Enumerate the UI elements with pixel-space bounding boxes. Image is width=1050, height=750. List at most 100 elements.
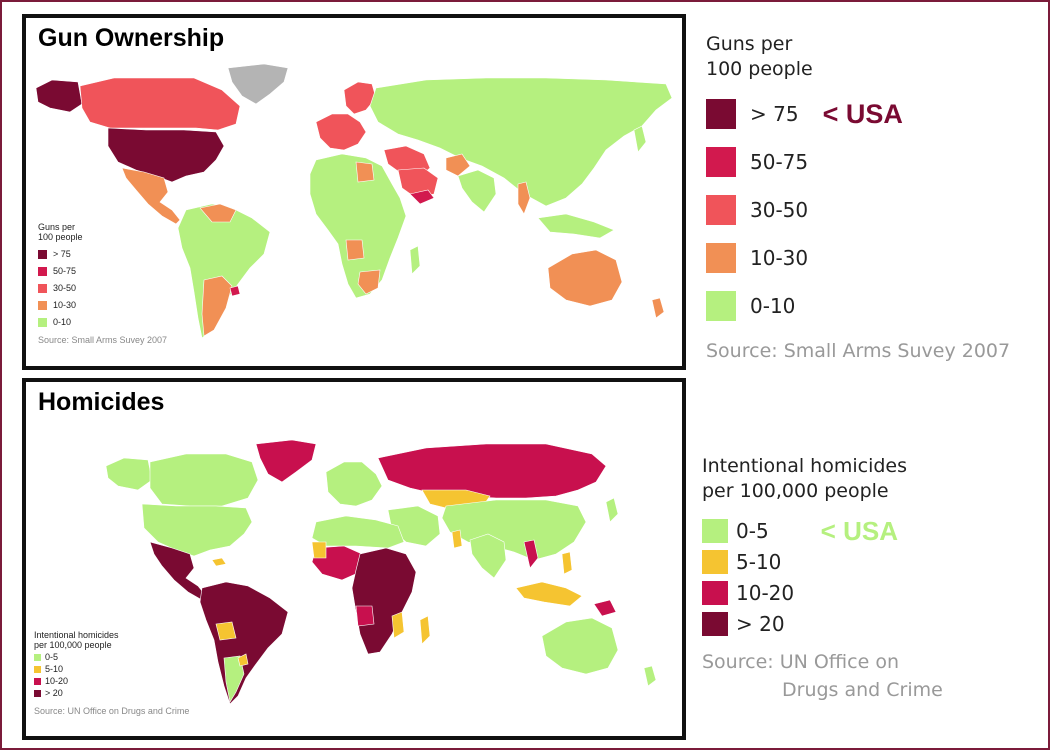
region-new-zealand (651, 297, 665, 319)
region-angola (355, 605, 375, 627)
gun-legend: Guns per 100 people > 75 < USA 50-75 30-… (706, 32, 1010, 362)
region-yemen-horn (451, 529, 463, 549)
mini-legend-title-line2: per 100,000 people (34, 640, 112, 650)
homicide-legend-title-line2: per 100,000 people (702, 480, 889, 502)
gun-legend-item-30-50: 30-50 (706, 192, 1010, 228)
region-japan (633, 125, 647, 153)
gun-map-title: Gun Ownership (38, 24, 225, 52)
gun-legend-source: Source: Small Arms Suvey 2007 (706, 340, 1011, 362)
region-south-america (199, 581, 289, 705)
homicides-world-map (105, 439, 657, 705)
region-thailand (517, 181, 531, 215)
region-caribbean (211, 557, 227, 567)
gun-legend-title-line2: 100 people (706, 58, 813, 80)
region-angola (345, 239, 365, 261)
region-mexico (121, 167, 181, 225)
gun-legend-item-gt75: > 75 < USA (706, 96, 1010, 132)
region-new-zealand (643, 665, 657, 687)
region-venezuela (199, 203, 237, 223)
region-central-east-africa (351, 547, 417, 655)
region-indonesia (515, 581, 583, 607)
legend-swatch (702, 612, 728, 636)
mini-legend-source: Source: UN Office on Drugs and Crime (34, 706, 190, 716)
region-alaska (105, 457, 153, 491)
legend-swatch (706, 99, 736, 129)
region-alaska (35, 79, 83, 113)
region-russia (377, 443, 607, 499)
region-madagascar (419, 615, 431, 645)
homicide-map-mini-legend: Intentional homicides per 100,000 people… (34, 630, 189, 716)
region-south-africa (357, 269, 381, 295)
gun-ownership-map-panel: Gun Ownership Guns per 100 people > 75 5… (22, 14, 686, 370)
mini-legend-source: Source: Small Arms Suvey 2007 (38, 335, 168, 345)
legend-swatch (702, 519, 728, 543)
homicide-legend-item-gt20: > 20 (702, 611, 943, 637)
legend-swatch (702, 581, 728, 605)
homicide-legend-item-10-20: 10-20 (702, 580, 943, 606)
gun-legend-item-50-75: 50-75 (706, 144, 1010, 180)
gun-map-mini-legend: Guns per 100 people > 75 50-75 30-50 10-… (38, 222, 167, 345)
region-australia (547, 249, 623, 307)
region-japan (605, 497, 619, 523)
homicide-legend-item-5-10: 5-10 (702, 549, 943, 575)
region-south-america (177, 203, 271, 339)
legend-swatch (706, 243, 736, 273)
homicide-map-title: Homicides (38, 388, 165, 416)
legend-swatch (706, 291, 736, 321)
region-libya (355, 161, 375, 183)
region-uruguay (237, 653, 249, 667)
region-south-cone (223, 655, 245, 703)
region-greenland (255, 439, 317, 483)
homicide-legend-title-line1: Intentional homicides (702, 455, 908, 477)
region-philippines (561, 551, 573, 575)
homicide-legend-item-0-5: 0-5 < USA (702, 515, 943, 546)
region-myanmar (523, 539, 539, 569)
region-pakistan (445, 153, 471, 177)
mini-legend-item: > 75 (38, 249, 167, 259)
gun-legend-item-10-30: 10-30 (706, 240, 1010, 276)
mini-legend-item: 5-10 (34, 664, 189, 674)
region-mozambique (391, 611, 405, 639)
region-greenland (227, 63, 289, 105)
region-uruguay (229, 285, 241, 297)
mini-legend-title-line1: Intentional homicides (34, 630, 119, 640)
region-bolivia (215, 621, 237, 641)
region-canada (149, 453, 259, 507)
mini-legend-item: 0-10 (38, 317, 167, 327)
legend-swatch (706, 195, 736, 225)
usa-marker-homicide: < USA (820, 515, 898, 546)
region-india (469, 533, 507, 579)
mini-legend-item: > 20 (34, 688, 189, 698)
region-scandinavia (343, 81, 377, 115)
legend-swatch (702, 550, 728, 574)
region-europe (315, 113, 367, 151)
homicide-legend-source-line2: Drugs and Crime (782, 679, 943, 701)
mini-legend-item: 30-50 (38, 283, 167, 293)
mini-legend-title-line1: Guns per (38, 222, 76, 232)
region-yemen (409, 189, 435, 205)
gun-legend-item-0-10: 0-10 (706, 288, 1010, 324)
region-argentina (201, 275, 233, 337)
legend-swatch (706, 147, 736, 177)
gun-legend-title-line1: Guns per (706, 33, 793, 55)
mini-legend-item: 10-20 (34, 676, 189, 686)
region-usa (141, 503, 253, 557)
region-south-asia (457, 169, 497, 213)
region-canada (79, 77, 241, 131)
homicides-map-panel: Homicides Intentional homicides per 100,… (22, 378, 686, 740)
region-png (593, 599, 617, 617)
usa-marker-gun: < USA (822, 98, 903, 129)
region-europe (325, 461, 383, 507)
region-indonesia (537, 213, 615, 239)
region-madagascar (409, 245, 421, 275)
region-mauritania (311, 541, 327, 559)
homicide-legend-source-line1: Source: UN Office on (702, 651, 900, 673)
region-asia (441, 499, 587, 561)
mini-legend-item: 50-75 (38, 266, 167, 276)
gun-ownership-world-map (35, 63, 673, 339)
region-australia (541, 617, 619, 675)
mini-legend-title-line2: 100 people (38, 232, 83, 242)
region-usa (107, 127, 225, 183)
mini-legend-item: 10-30 (38, 300, 167, 310)
